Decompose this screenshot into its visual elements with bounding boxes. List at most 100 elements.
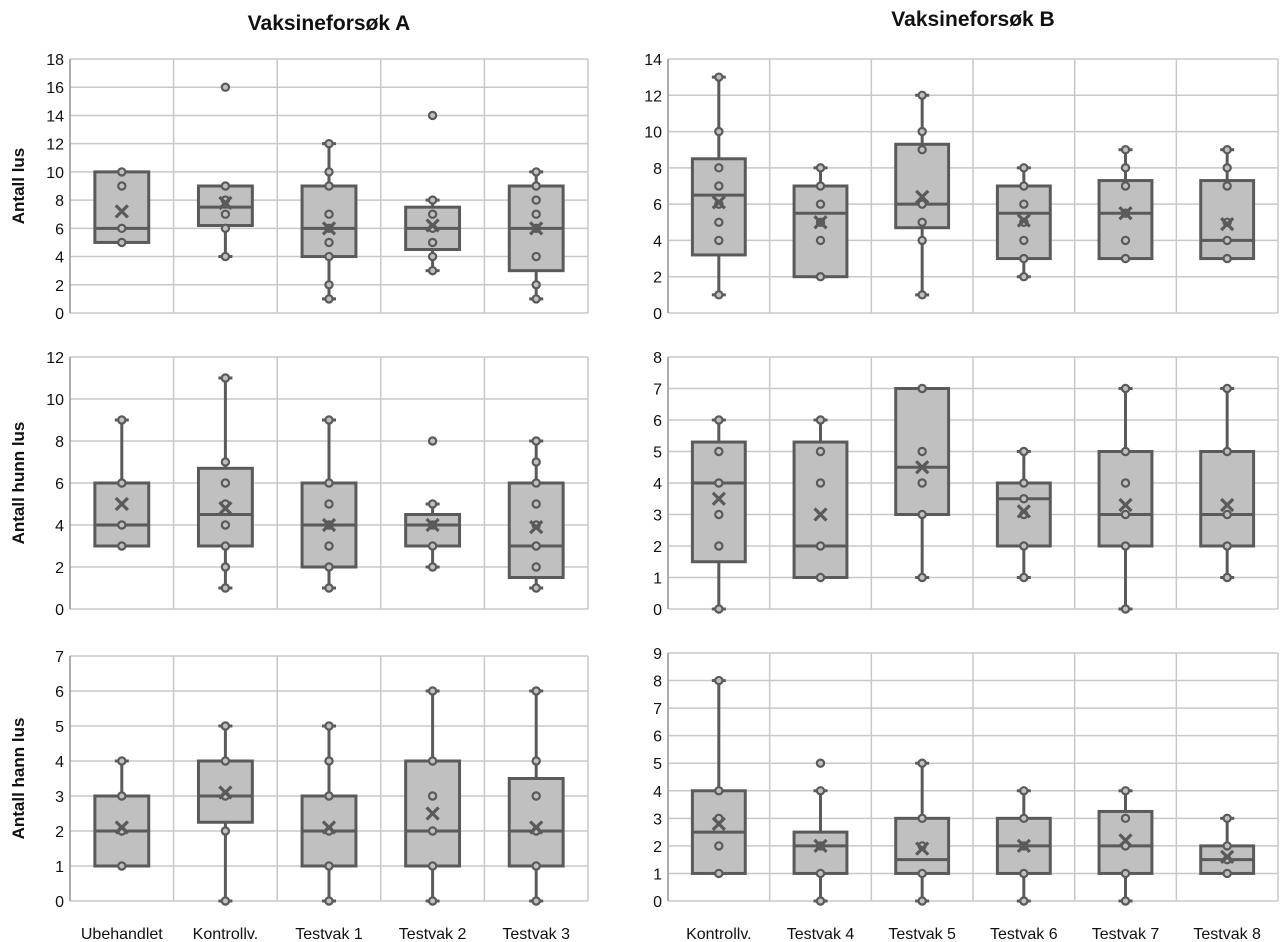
data-point <box>324 861 334 871</box>
x-category-label: Testvak 2 <box>399 926 467 942</box>
mean-marker <box>1220 497 1235 513</box>
data-point <box>117 861 127 871</box>
data-point <box>714 181 724 191</box>
y-tick-label: 2 <box>653 270 662 287</box>
box <box>404 513 462 548</box>
data-point <box>917 868 927 879</box>
data-point <box>531 294 541 304</box>
data-point <box>220 373 231 383</box>
data-point <box>1120 509 1131 520</box>
data-point <box>324 415 334 425</box>
data-point <box>1120 235 1131 246</box>
x-category-label: Kontrollv. <box>686 926 752 942</box>
data-point <box>220 562 231 572</box>
y-tick-label: 1 <box>653 571 662 588</box>
data-point <box>531 280 541 290</box>
data-point <box>917 235 927 246</box>
y-tick-label: 1 <box>55 859 64 876</box>
y-tick-label: 6 <box>55 684 64 701</box>
data-point <box>427 861 438 871</box>
data-point <box>815 415 826 425</box>
mean-marker <box>529 519 544 535</box>
data-point <box>324 181 334 191</box>
data-point <box>427 110 438 121</box>
mean-marker <box>1016 838 1031 854</box>
data-point <box>117 223 127 234</box>
data-point <box>1019 272 1029 282</box>
x-category-label: Testvak 4 <box>787 926 855 942</box>
data-point <box>815 758 826 768</box>
data-point <box>427 251 438 262</box>
mean-marker <box>1016 213 1031 228</box>
box <box>93 481 151 548</box>
data-point <box>1120 253 1131 264</box>
data-point <box>1019 199 1029 209</box>
x-category-label: Testvak 6 <box>990 926 1058 942</box>
x-category-label: Testvak 3 <box>502 926 570 942</box>
y-tick-label: 7 <box>653 701 662 718</box>
data-point <box>917 145 927 155</box>
data-point <box>324 499 334 509</box>
y-tick-label: 2 <box>653 539 662 556</box>
y-tick-label: 0 <box>55 602 64 619</box>
data-point <box>324 294 334 304</box>
box <box>1097 450 1154 548</box>
data-point <box>815 572 826 583</box>
data-point <box>1019 235 1029 246</box>
data-point <box>427 195 438 205</box>
data-point <box>427 237 438 248</box>
data-point <box>531 583 541 593</box>
y-tick-label: 0 <box>55 306 64 323</box>
data-point <box>220 457 231 467</box>
data-point <box>324 896 334 906</box>
data-point <box>1120 541 1131 551</box>
y-tick-label: 12 <box>644 88 662 105</box>
data-point <box>531 541 541 551</box>
mean-marker <box>425 806 440 821</box>
x-category-label: Testvak 7 <box>1092 926 1160 942</box>
data-point <box>714 217 724 227</box>
data-point <box>427 436 438 446</box>
data-point <box>1019 478 1029 488</box>
data-point <box>220 541 231 551</box>
y-tick-label: 4 <box>55 250 64 267</box>
y-tick-label: 18 <box>46 52 64 69</box>
mean-marker <box>218 195 233 211</box>
data-point <box>531 562 541 572</box>
data-point <box>117 541 127 551</box>
data-point <box>1222 813 1232 824</box>
data-point <box>531 436 541 446</box>
data-point <box>714 446 724 457</box>
x-category-label: Testvak 1 <box>295 926 363 942</box>
data-point <box>117 756 127 766</box>
data-point <box>117 520 127 530</box>
y-tick-label: 14 <box>46 108 64 125</box>
data-point <box>220 583 231 593</box>
mean-marker <box>1220 216 1235 232</box>
data-point <box>531 686 541 696</box>
mean-marker <box>114 820 129 835</box>
y-tick-label: 2 <box>55 560 64 577</box>
y-tick-label: 8 <box>653 350 662 367</box>
data-point <box>815 868 826 879</box>
y-tick-label: 7 <box>653 382 662 399</box>
data-point <box>917 383 927 394</box>
data-point <box>324 541 334 551</box>
chart-title: Vaksineforsøk A <box>248 12 411 35</box>
data-point <box>220 251 231 262</box>
data-point <box>220 478 231 488</box>
y-tick-label: 4 <box>55 754 64 771</box>
data-point <box>324 138 334 149</box>
data-point <box>1120 145 1131 155</box>
data-point <box>1222 841 1232 851</box>
mean-marker <box>529 820 544 835</box>
mean-marker <box>915 189 930 205</box>
data-point <box>1222 541 1232 551</box>
y-tick-label: 2 <box>55 824 64 841</box>
y-tick-label: 8 <box>55 193 64 210</box>
mean-marker <box>813 215 828 230</box>
data-point <box>324 280 334 290</box>
data-point <box>1120 604 1131 614</box>
data-point <box>531 181 541 191</box>
